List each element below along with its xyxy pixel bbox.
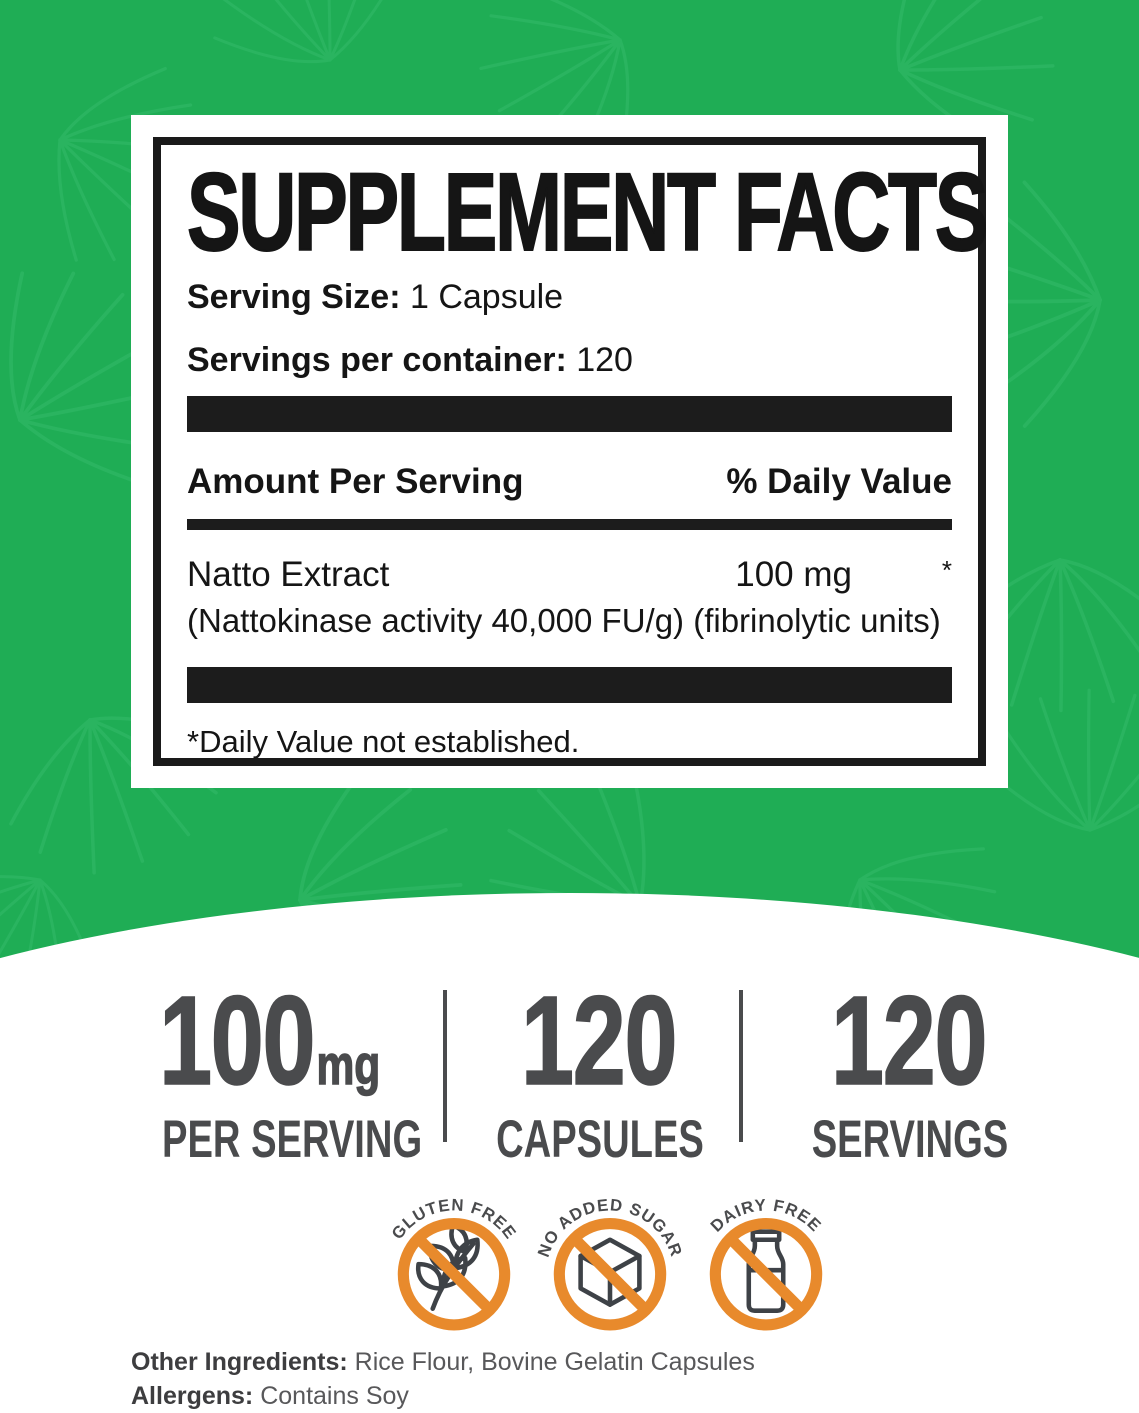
prohibited-icon [553, 1217, 666, 1331]
badge-row: GLUTEN FREE NO ADDED SUGAR [40, 1181, 1139, 1333]
stat-divider-1 [443, 990, 447, 1142]
ingredient-dv-asterisk: * [941, 555, 952, 585]
amount-per-serving-header: Amount Per Serving [187, 462, 524, 501]
daily-value-footnote: *Daily Value not established. [187, 724, 580, 759]
stat-capsules-label: CAPSULES [496, 1110, 704, 1169]
servings-label: Servings per container: [187, 341, 567, 379]
ingredient-amount: 100 mg [735, 555, 852, 594]
stats-strip: 100mg PER SERVING 120 CAPSULES 120 SERVI… [0, 977, 1139, 1166]
other-ingredients-line: Other Ingredients: Rice Flour, Bovine Ge… [131, 1345, 755, 1379]
supplement-facts-panel: SUPPLEMENT FACTS Serving Size: 1 Capsule… [131, 115, 1008, 788]
other-ingredients-label: Other Ingredients: [131, 1348, 348, 1376]
dairy-free-badge: DAIRY FREE [706, 1195, 824, 1331]
daily-value-header: % Daily Value [726, 462, 952, 501]
ingredient-note: (Nattokinase activity 40,000 FU/g) (fibr… [187, 602, 941, 639]
servings-per-container-line: Servings per container: 120 [187, 341, 952, 380]
stat-number: 120 [831, 970, 989, 1111]
allergens-value: Contains Soy [260, 1382, 409, 1410]
gluten-free-badge: GLUTEN FREE [387, 1195, 519, 1331]
stat-capsules: 120 CAPSULES [450, 977, 750, 1169]
facts-header-row: Amount Per Serving % Daily Value [187, 462, 952, 502]
serving-size-label: Serving Size: [187, 278, 401, 316]
divider-bar-thin [187, 519, 952, 530]
supplement-facts-box: SUPPLEMENT FACTS Serving Size: 1 Capsule… [153, 137, 989, 766]
stat-per-serving-label: PER SERVING [162, 1110, 423, 1169]
stat-servings-label: SERVINGS [811, 1110, 1009, 1169]
stat-divider-2 [739, 990, 743, 1142]
divider-bar-bottom [187, 667, 952, 703]
allergens-line: Allergens: Contains Soy [131, 1379, 755, 1413]
servings-value: 120 [576, 341, 633, 379]
stat-number: 120 [521, 970, 679, 1111]
stat-per-serving-value: 100mg [159, 977, 381, 1105]
serving-size-line: Serving Size: 1 Capsule [187, 278, 952, 317]
allergens-label: Allergens: [131, 1382, 254, 1410]
ingredient-name: Natto Extract [187, 555, 390, 594]
stat-servings-value: 120 [831, 977, 989, 1105]
serving-size-value: 1 Capsule [409, 278, 564, 316]
divider-bar-top [187, 396, 952, 432]
stat-servings: 120 SERVINGS [760, 977, 1060, 1169]
prohibited-icon [709, 1217, 822, 1331]
prohibited-icon [397, 1217, 510, 1331]
footer-ingredients: Other Ingredients: Rice Flour, Bovine Ge… [131, 1345, 755, 1413]
stat-per-serving: 100mg PER SERVING [120, 977, 423, 1169]
stat-number: 100 [159, 970, 317, 1111]
no-added-sugar-badge: NO ADDED SUGAR [534, 1195, 685, 1331]
ingredient-row: Natto Extract 100 mg * [187, 555, 952, 595]
other-ingredients-value: Rice Flour, Bovine Gelatin Capsules [354, 1348, 755, 1376]
stat-unit: mg [316, 1033, 381, 1096]
stat-capsules-value: 120 [521, 977, 679, 1105]
facts-title: SUPPLEMENT FACTS [186, 151, 989, 274]
